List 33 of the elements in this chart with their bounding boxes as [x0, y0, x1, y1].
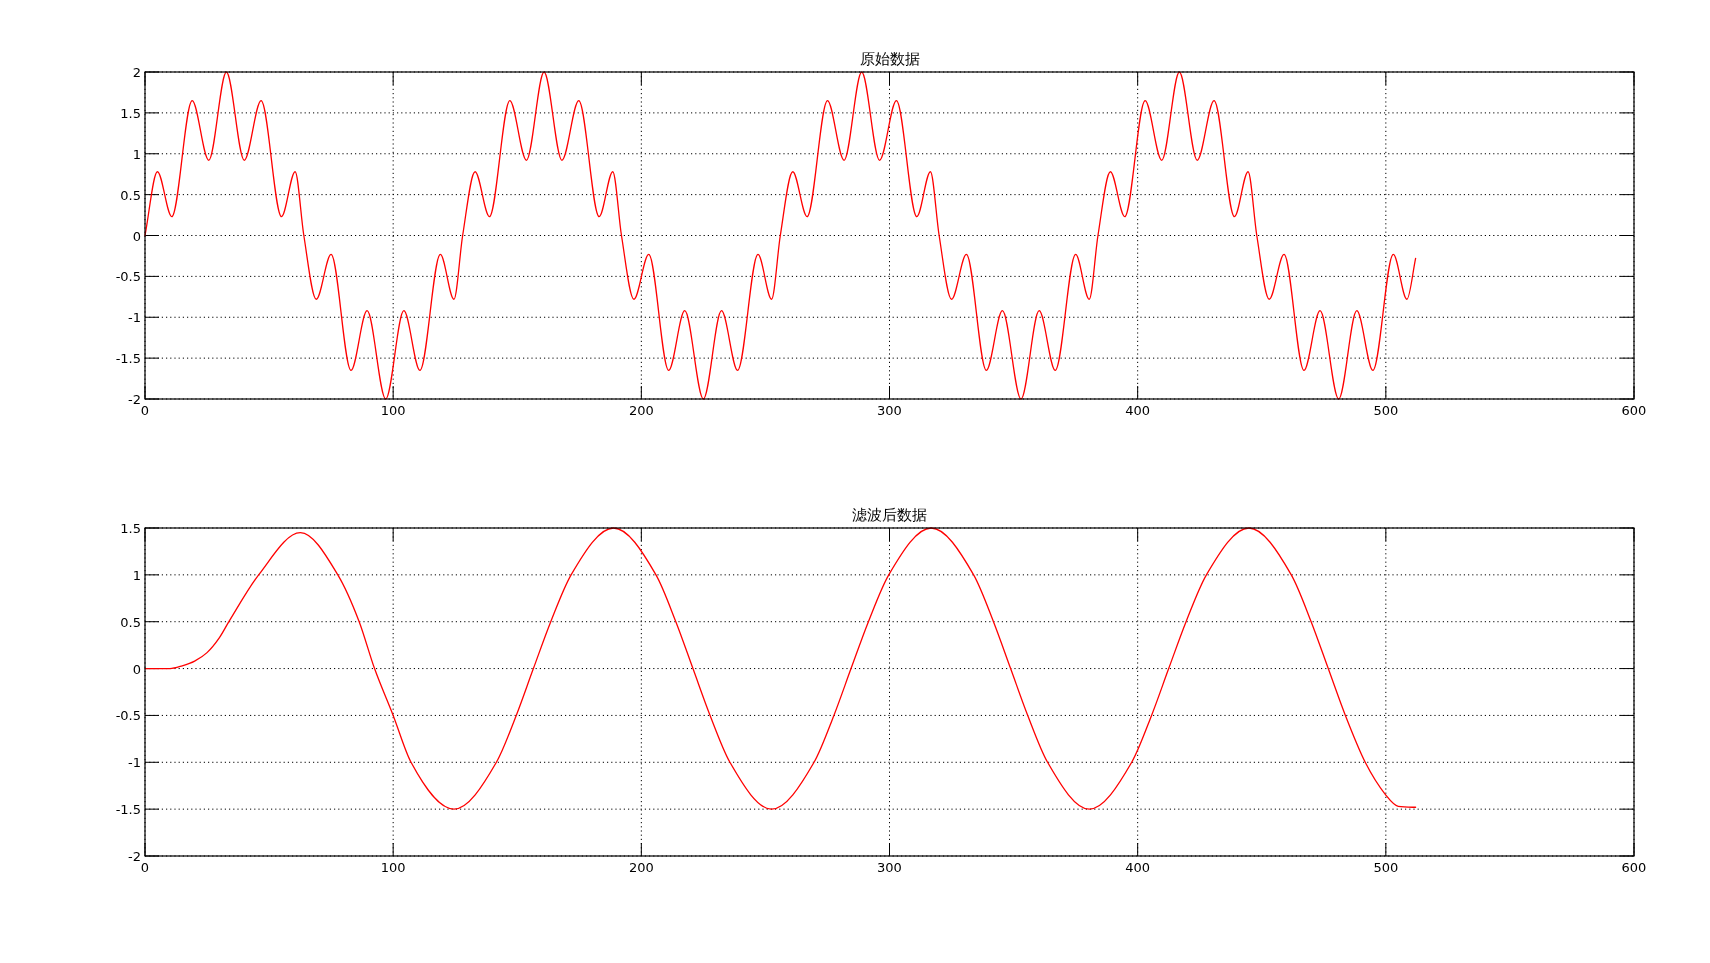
- x-tick-label: 500: [1373, 860, 1399, 875]
- x-tick-label: 600: [1621, 860, 1647, 875]
- y-tick-label: 1.5: [120, 105, 141, 121]
- x-tick-label: 300: [877, 403, 902, 418]
- chart-title: 滤波后数据: [852, 506, 927, 524]
- x-tick-label: 400: [1125, 403, 1151, 418]
- x-tick-label: 200: [628, 403, 654, 418]
- line-series: [144, 71, 1417, 400]
- x-tick-label: 500: [1373, 403, 1399, 418]
- y-tick-label: -2: [128, 392, 141, 407]
- y-tick-label: -1.5: [115, 351, 141, 367]
- y-tick-label: -0.5: [115, 269, 141, 285]
- x-tick-label: 600: [1621, 403, 1647, 418]
- line-series: [144, 527, 1417, 810]
- y-tick-label: 1: [132, 146, 141, 162]
- x-tick-label: 400: [1125, 860, 1151, 875]
- x-tick-label: 100: [380, 860, 406, 875]
- x-tick-label: 100: [380, 403, 406, 418]
- y-tick-label: -1: [128, 755, 141, 771]
- y-tick-label: -2: [128, 849, 141, 864]
- y-tick-label: 0: [132, 228, 141, 244]
- y-tick-label: 0.5: [120, 614, 141, 630]
- y-tick-label: 1: [132, 567, 141, 583]
- chart-title: 原始数据: [859, 50, 920, 68]
- y-tick-label: -1: [128, 310, 141, 326]
- y-tick-label: -1.5: [115, 802, 141, 818]
- y-tick-label: 0: [132, 661, 141, 677]
- y-tick-label: 0.5: [120, 187, 141, 203]
- y-tick-label: -0.5: [115, 708, 141, 724]
- y-tick-label: 2: [132, 65, 141, 80]
- y-tick-label: 1.5: [120, 521, 141, 536]
- x-tick-label: 300: [877, 860, 902, 875]
- x-tick-label: 200: [628, 860, 654, 875]
